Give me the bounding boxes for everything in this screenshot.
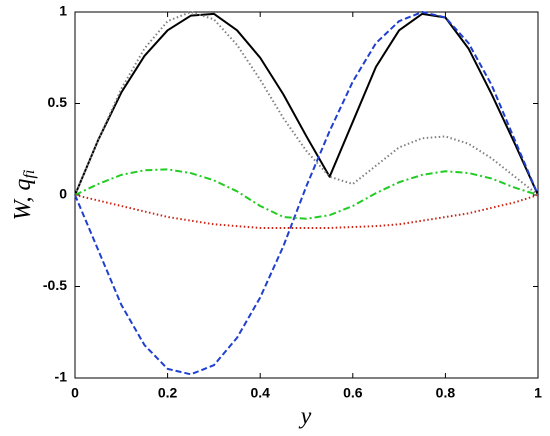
y-axis-title-sub: fi	[21, 170, 38, 179]
x-tick-label: 0.4	[250, 385, 270, 401]
series-line	[74, 11, 539, 196]
y-tick-label: 0	[59, 186, 67, 202]
y-tick-label: -1	[55, 369, 68, 385]
y-tick-label: -0.5	[43, 277, 67, 293]
x-tick-label: 0	[71, 385, 79, 401]
y-axis-title-main: W, q	[10, 179, 36, 221]
x-tick-label: 0.8	[436, 385, 456, 401]
plot-frame	[74, 11, 539, 379]
y-tick-label: 1	[59, 3, 67, 19]
series-line	[74, 194, 539, 229]
x-axis-title: y	[299, 404, 312, 430]
y-axis-title: W, qfi	[10, 170, 38, 221]
series-line	[74, 11, 539, 376]
x-tick-label: 0.2	[158, 385, 178, 401]
y-tick-label: 0.5	[48, 94, 68, 110]
x-tick-label: 1	[534, 385, 542, 401]
x-tick-label: 0.6	[343, 385, 363, 401]
series-line	[74, 168, 539, 220]
series-line	[74, 12, 539, 196]
